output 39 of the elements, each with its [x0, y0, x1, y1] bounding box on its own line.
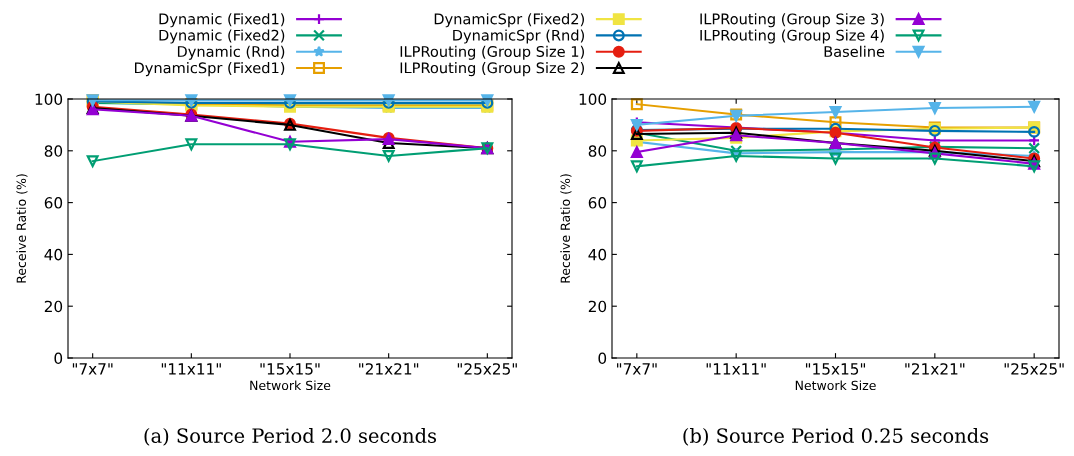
y-tick-label: 20	[44, 300, 63, 313]
x-tick-label: "21x21"	[359, 363, 419, 375]
legend-label: ILPRouting (Group Size 3)	[700, 13, 884, 28]
x-tick-label: "15x15"	[805, 363, 866, 375]
legend-label: DynamicSpr (Fixed1)	[135, 62, 285, 77]
legend-label: ILPRouting (Group Size 1)	[400, 45, 584, 60]
y-axis-title: Receive Ratio (%)	[16, 174, 28, 283]
x-axis-title: Network Size	[795, 380, 876, 391]
y-tick-label: 0	[54, 352, 63, 365]
y-tick-label: 100	[35, 93, 63, 106]
y-tick-label: 40	[588, 248, 607, 261]
legend-label: Baseline	[824, 45, 885, 58]
x-tick-label: "21x21"	[905, 363, 965, 375]
y-tick-label: 80	[44, 145, 63, 157]
y-tick-label: 60	[44, 197, 63, 209]
x-tick-label: "25x25"	[457, 363, 517, 375]
y-tick-label: 80	[588, 145, 607, 157]
y-tick-label: 20	[588, 300, 607, 313]
y-tick-label: 60	[588, 197, 607, 209]
legend-label: DynamicSpr (Fixed2)	[434, 13, 584, 28]
y-tick-label: 40	[44, 248, 63, 261]
legend-label: Dynamic (Fixed2)	[159, 29, 285, 44]
y-tick-label: 100	[579, 93, 607, 106]
legend-label: ILPRouting (Group Size 4)	[700, 29, 884, 44]
x-tick-label: "7x7"	[72, 363, 113, 375]
text: (b) Source Period 0.25 seconds	[683, 427, 989, 446]
legend-label: Dynamic (Fixed1)	[159, 13, 285, 28]
text: (a) Source Period 2.0 seconds	[144, 427, 437, 446]
y-axis-title: Receive Ratio (%)	[560, 174, 572, 283]
y-tick-label: 0	[598, 352, 607, 365]
x-tick-label: "11x11"	[161, 363, 221, 375]
legend-label: DynamicSpr (Rnd)	[453, 29, 584, 44]
x-tick-label: "11x11"	[706, 363, 766, 375]
x-axis-title: Network Size	[250, 380, 331, 391]
legend-label: Dynamic (Rnd)	[177, 45, 285, 60]
x-tick-label: "25x25"	[1004, 363, 1064, 375]
x-tick-label: "7x7"	[617, 363, 657, 375]
x-tick-label: "15x15"	[260, 363, 320, 375]
legend-label: ILPRouting (Group Size 2)	[400, 62, 584, 77]
